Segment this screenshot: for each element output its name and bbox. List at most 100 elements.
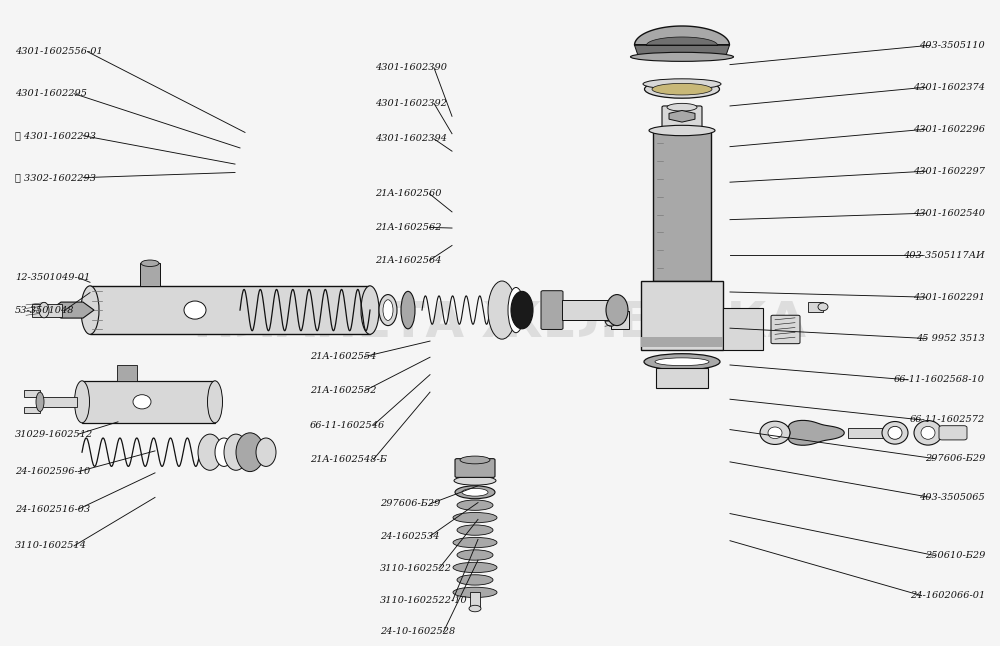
Text: 31029-1602512: 31029-1602512 [15,430,93,439]
Polygon shape [24,407,40,413]
Ellipse shape [224,434,248,470]
Text: 24-1602066-01: 24-1602066-01 [910,591,985,600]
Ellipse shape [457,500,493,510]
Ellipse shape [453,587,497,598]
Ellipse shape [236,433,264,472]
Ellipse shape [453,537,497,548]
Text: 21A-1602562: 21A-1602562 [375,223,442,232]
Text: ① 4301-1602293: ① 4301-1602293 [15,131,96,140]
Text: 3110-1602522: 3110-1602522 [380,564,452,573]
Text: 45 9952 3513: 45 9952 3513 [916,334,985,343]
Ellipse shape [760,421,790,444]
Ellipse shape [644,80,720,98]
Text: 297606-Б29: 297606-Б29 [380,499,440,508]
Ellipse shape [511,291,533,329]
Polygon shape [635,45,730,57]
Ellipse shape [655,358,709,366]
Ellipse shape [643,79,721,89]
Polygon shape [470,592,480,609]
Text: 4301-1602392: 4301-1602392 [375,99,447,108]
Text: 403-3505065: 403-3505065 [919,493,985,502]
Ellipse shape [198,434,222,470]
Ellipse shape [644,353,720,370]
Ellipse shape [649,125,715,136]
FancyBboxPatch shape [541,291,563,329]
Text: 4301-1602394: 4301-1602394 [375,134,447,143]
Ellipse shape [921,426,935,439]
Ellipse shape [361,286,379,335]
Ellipse shape [768,427,782,439]
Text: 53-3501048: 53-3501048 [15,306,74,315]
Text: 21A-1602554: 21A-1602554 [310,352,376,361]
Ellipse shape [256,438,276,466]
FancyBboxPatch shape [939,426,967,440]
Ellipse shape [401,291,415,329]
Text: 66-11-1602546: 66-11-1602546 [310,421,385,430]
Polygon shape [641,281,723,350]
Ellipse shape [457,550,493,560]
Polygon shape [723,309,763,350]
Text: 3110-1602514: 3110-1602514 [15,541,87,550]
Ellipse shape [215,438,233,466]
Polygon shape [808,302,823,312]
Text: 21A-1602560: 21A-1602560 [375,189,442,198]
Ellipse shape [888,426,902,439]
Ellipse shape [605,313,617,326]
Polygon shape [40,397,77,407]
Ellipse shape [81,286,99,335]
Ellipse shape [133,395,151,409]
Text: 24-1602596-10: 24-1602596-10 [15,467,90,476]
Ellipse shape [508,287,524,333]
Text: 4301-1602295: 4301-1602295 [15,89,87,98]
Polygon shape [641,337,723,347]
Ellipse shape [379,295,397,326]
Text: 24-1602516-03: 24-1602516-03 [15,505,90,514]
Text: 12-3501049-01: 12-3501049-01 [15,273,90,282]
Ellipse shape [184,301,206,319]
Ellipse shape [74,380,90,423]
FancyBboxPatch shape [662,106,702,129]
Polygon shape [647,37,718,45]
Ellipse shape [457,575,493,585]
Text: 4301-1602556-01: 4301-1602556-01 [15,47,103,56]
Polygon shape [82,380,215,422]
Polygon shape [656,368,708,388]
Ellipse shape [818,303,828,311]
Text: 21A-1602548-Б: 21A-1602548-Б [310,455,387,464]
Text: 4301-1602374: 4301-1602374 [913,83,985,92]
Polygon shape [90,286,370,334]
Ellipse shape [36,392,44,412]
Polygon shape [635,26,730,45]
Text: 4301-1602540: 4301-1602540 [913,209,985,218]
Text: 21A-1602564: 21A-1602564 [375,256,442,265]
Ellipse shape [631,52,734,61]
Text: 66-11-1602572: 66-11-1602572 [910,415,985,424]
Ellipse shape [652,83,712,95]
Ellipse shape [460,456,490,464]
Text: 250610-Б29: 250610-Б29 [925,551,985,560]
Text: 403-3505117АИ: 403-3505117АИ [903,251,985,260]
Ellipse shape [914,421,942,445]
Ellipse shape [383,300,393,320]
Polygon shape [24,390,40,397]
Polygon shape [50,302,94,318]
Ellipse shape [462,488,488,496]
Ellipse shape [453,512,497,523]
FancyBboxPatch shape [455,459,495,477]
Ellipse shape [141,260,159,266]
Ellipse shape [457,525,493,536]
Polygon shape [653,130,711,281]
Text: 21A-1602552: 21A-1602552 [310,386,376,395]
Text: 4301-1602296: 4301-1602296 [913,125,985,134]
Ellipse shape [208,380,222,423]
Text: 297606-Б29: 297606-Б29 [925,454,985,463]
FancyBboxPatch shape [771,315,800,344]
Ellipse shape [488,281,516,339]
Ellipse shape [453,562,497,572]
Polygon shape [117,364,137,380]
Text: ПЛАНЕТА ЖЕЛЕЗЯКА: ПЛАНЕТА ЖЕЛЕЗЯКА [193,299,807,347]
Text: 4301-1602297: 4301-1602297 [913,167,985,176]
Polygon shape [669,110,695,122]
Text: 4301-1602390: 4301-1602390 [375,63,447,72]
Text: 4301-1602291: 4301-1602291 [913,293,985,302]
